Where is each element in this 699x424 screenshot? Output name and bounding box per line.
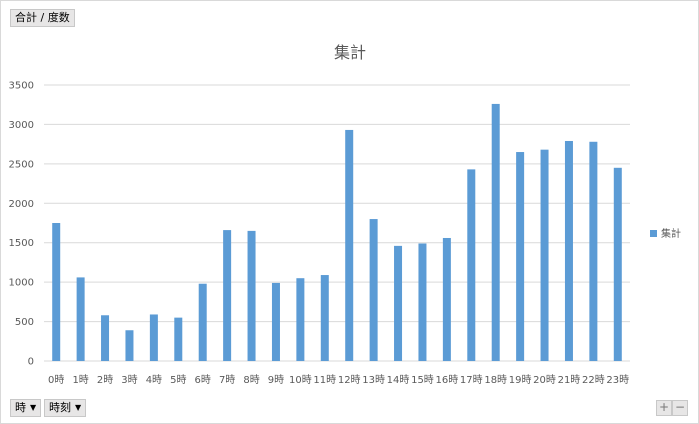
- x-tick-label: 14時: [387, 374, 410, 386]
- bar[interactable]: [271, 282, 280, 361]
- axis-field-label: 時: [15, 401, 26, 414]
- axis-field-button-hour[interactable]: 時 ▼: [10, 399, 42, 417]
- x-tick-label: 18時: [484, 374, 507, 386]
- bar[interactable]: [149, 314, 158, 361]
- y-tick-label: 3000: [9, 120, 34, 131]
- dropdown-arrow-icon: ▼: [75, 403, 82, 412]
- bar[interactable]: [442, 237, 451, 361]
- bar[interactable]: [516, 152, 525, 361]
- x-tick-label: 22時: [582, 374, 605, 386]
- x-tick-label: 17時: [460, 374, 483, 386]
- y-tick-label: 2000: [9, 199, 34, 210]
- x-tick-label: 16時: [436, 374, 459, 386]
- y-tick-label: 2500: [9, 159, 34, 170]
- bar[interactable]: [198, 283, 207, 361]
- y-axis-ticks: 0 500 1000 1500 2000 2500 3000 3500: [9, 81, 34, 368]
- y-tick-label: 1500: [9, 238, 34, 249]
- x-tick-label: 13時: [362, 374, 385, 386]
- bar[interactable]: [76, 277, 85, 361]
- x-tick-label: 4時: [146, 374, 162, 386]
- bar[interactable]: [613, 167, 622, 361]
- minus-icon: −: [674, 400, 686, 414]
- bar[interactable]: [369, 219, 378, 361]
- x-tick-label: 10時: [289, 374, 312, 386]
- x-tick-label: 3時: [121, 374, 137, 386]
- x-tick-label: 21時: [558, 374, 581, 386]
- x-tick-label: 7時: [219, 374, 235, 386]
- bar[interactable]: [223, 230, 232, 361]
- x-tick-label: 23時: [606, 374, 629, 386]
- bar[interactable]: [174, 317, 183, 361]
- y-tick-label: 1000: [9, 278, 34, 289]
- bar[interactable]: [101, 315, 110, 361]
- bars: [52, 103, 622, 361]
- bar[interactable]: [418, 243, 427, 361]
- x-tick-label: 9時: [268, 374, 284, 386]
- x-tick-label: 0時: [48, 374, 64, 386]
- axis-field-button-time[interactable]: 時刻 ▼: [44, 399, 87, 417]
- x-tick-label: 6時: [195, 374, 211, 386]
- bar[interactable]: [52, 223, 61, 361]
- plus-icon: +: [658, 400, 670, 414]
- dropdown-arrow-icon: ▼: [30, 403, 37, 412]
- bar[interactable]: [491, 103, 500, 361]
- bar[interactable]: [247, 230, 256, 361]
- collapse-field-button[interactable]: −: [672, 400, 688, 416]
- bar[interactable]: [125, 330, 134, 361]
- legend-label: 集計: [661, 227, 681, 240]
- value-field-label: 合計 / 度数: [15, 11, 70, 24]
- x-tick-label: 8時: [243, 374, 259, 386]
- y-tick-label: 3500: [9, 81, 34, 92]
- bar[interactable]: [589, 141, 598, 361]
- legend-swatch: [650, 230, 657, 237]
- gridlines: [44, 84, 630, 362]
- axis-field-label: 時刻: [49, 401, 71, 414]
- y-tick-label: 0: [28, 357, 34, 368]
- bar[interactable]: [320, 275, 329, 361]
- bar[interactable]: [467, 169, 476, 361]
- value-field-button[interactable]: 合計 / 度数: [10, 9, 75, 27]
- x-tick-label: 11時: [313, 374, 336, 386]
- bar[interactable]: [345, 129, 354, 361]
- x-tick-label: 1時: [72, 374, 88, 386]
- expand-field-button[interactable]: +: [656, 400, 672, 416]
- y-tick-label: 500: [15, 317, 34, 328]
- x-tick-label: 20時: [533, 374, 556, 386]
- x-tick-label: 15時: [411, 374, 434, 386]
- x-axis-ticks: 0時 1時 2時 3時 4時 5時 6時 7時 8時 9時 10時 11時 12時 13時 14時 15時 16…: [48, 374, 629, 386]
- x-tick-label: 5時: [170, 374, 186, 386]
- chart-title: 集計: [334, 43, 366, 62]
- legend: 集計: [650, 227, 681, 240]
- bar[interactable]: [394, 245, 403, 361]
- bar[interactable]: [540, 149, 549, 361]
- bar[interactable]: [564, 140, 573, 361]
- x-tick-label: 12時: [338, 374, 361, 386]
- bar[interactable]: [296, 278, 305, 361]
- x-tick-label: 19時: [509, 374, 532, 386]
- x-tick-label: 2時: [97, 374, 113, 386]
